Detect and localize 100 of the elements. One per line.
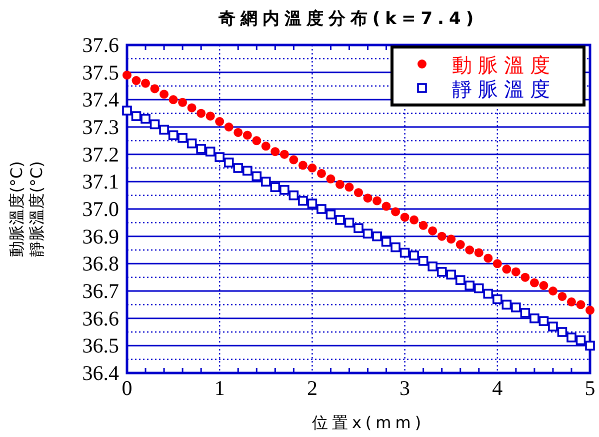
point [400, 248, 410, 258]
point [140, 114, 150, 124]
point [178, 133, 188, 143]
point [418, 220, 428, 230]
point [252, 171, 262, 182]
point [558, 292, 567, 301]
point [391, 207, 400, 216]
y-tick-label: 36.5 [82, 334, 119, 358]
point [159, 124, 169, 135]
y-tick-label: 37.6 [82, 33, 119, 57]
point [261, 176, 271, 187]
point [484, 254, 493, 263]
point [270, 182, 280, 192]
point [186, 138, 197, 148]
point [326, 174, 336, 184]
point [428, 262, 438, 272]
point [224, 122, 234, 132]
point [362, 228, 373, 238]
point [316, 204, 326, 214]
point [539, 281, 548, 290]
point [446, 270, 456, 280]
x-tick-label: 0 [122, 376, 132, 400]
y-tick-label: 37.1 [82, 170, 119, 194]
point [474, 248, 484, 258]
x-tick-label: 4 [492, 376, 504, 400]
point [160, 90, 169, 99]
point [335, 180, 344, 189]
x-tick-label: 2 [306, 376, 318, 400]
y-tick-label: 36.4 [82, 361, 120, 385]
point [344, 182, 354, 192]
point [548, 286, 558, 296]
x-tick-label: 5 [584, 376, 596, 400]
point [141, 78, 150, 88]
x-tick-label: 3 [400, 376, 410, 400]
point [214, 152, 224, 162]
point [400, 212, 410, 222]
y-tick-label: 37.4 [82, 88, 120, 112]
point [288, 190, 299, 200]
point [511, 302, 521, 312]
point [511, 267, 520, 276]
point [382, 202, 391, 211]
point [456, 240, 465, 250]
y-tick-label: 37.3 [82, 115, 119, 139]
point [242, 166, 252, 176]
point [428, 226, 438, 236]
point [122, 106, 132, 116]
point [409, 250, 419, 260]
point [308, 164, 317, 172]
point [520, 308, 530, 318]
point [410, 215, 419, 224]
point [224, 158, 234, 168]
point [150, 84, 160, 94]
point [372, 231, 382, 242]
point [557, 327, 568, 337]
point [492, 294, 502, 304]
point [530, 313, 540, 324]
point [168, 130, 178, 140]
point [354, 188, 363, 198]
y-tick-label: 37.0 [82, 197, 119, 221]
point [131, 111, 142, 121]
x-axis-title: 位置x(mm) [312, 413, 426, 432]
point [363, 194, 372, 203]
point [150, 119, 160, 130]
point [187, 103, 196, 112]
point [289, 155, 298, 164]
point [233, 163, 244, 173]
y-tick-label: 36.9 [82, 224, 119, 248]
point [344, 218, 354, 228]
point [132, 76, 141, 86]
point [418, 256, 428, 266]
point [280, 150, 289, 159]
x-tick-label: 1 [214, 376, 225, 400]
y-tick-label: 37.5 [82, 60, 119, 84]
point [455, 275, 466, 285]
point [502, 300, 512, 310]
point [566, 332, 576, 342]
y-axis-title: 動脈溫度(°C) 靜脈溫度(°C) [7, 161, 46, 257]
point [335, 215, 345, 225]
point [298, 196, 308, 206]
point [566, 297, 576, 306]
point [316, 168, 326, 178]
point [586, 306, 594, 315]
point [530, 278, 539, 288]
point [576, 335, 586, 346]
legend-label: 動脈溫度 [452, 53, 556, 77]
point [520, 272, 530, 282]
point [298, 160, 308, 170]
point [390, 242, 400, 252]
point [178, 98, 188, 107]
point [464, 280, 475, 290]
point [492, 259, 502, 268]
point [270, 147, 280, 156]
point [280, 184, 290, 195]
y-tick-label: 37.2 [82, 142, 119, 166]
point [252, 136, 262, 146]
point [446, 234, 456, 244]
point [122, 70, 132, 80]
point [168, 95, 178, 104]
point [261, 142, 270, 151]
y-tick-label: 36.7 [82, 279, 119, 303]
